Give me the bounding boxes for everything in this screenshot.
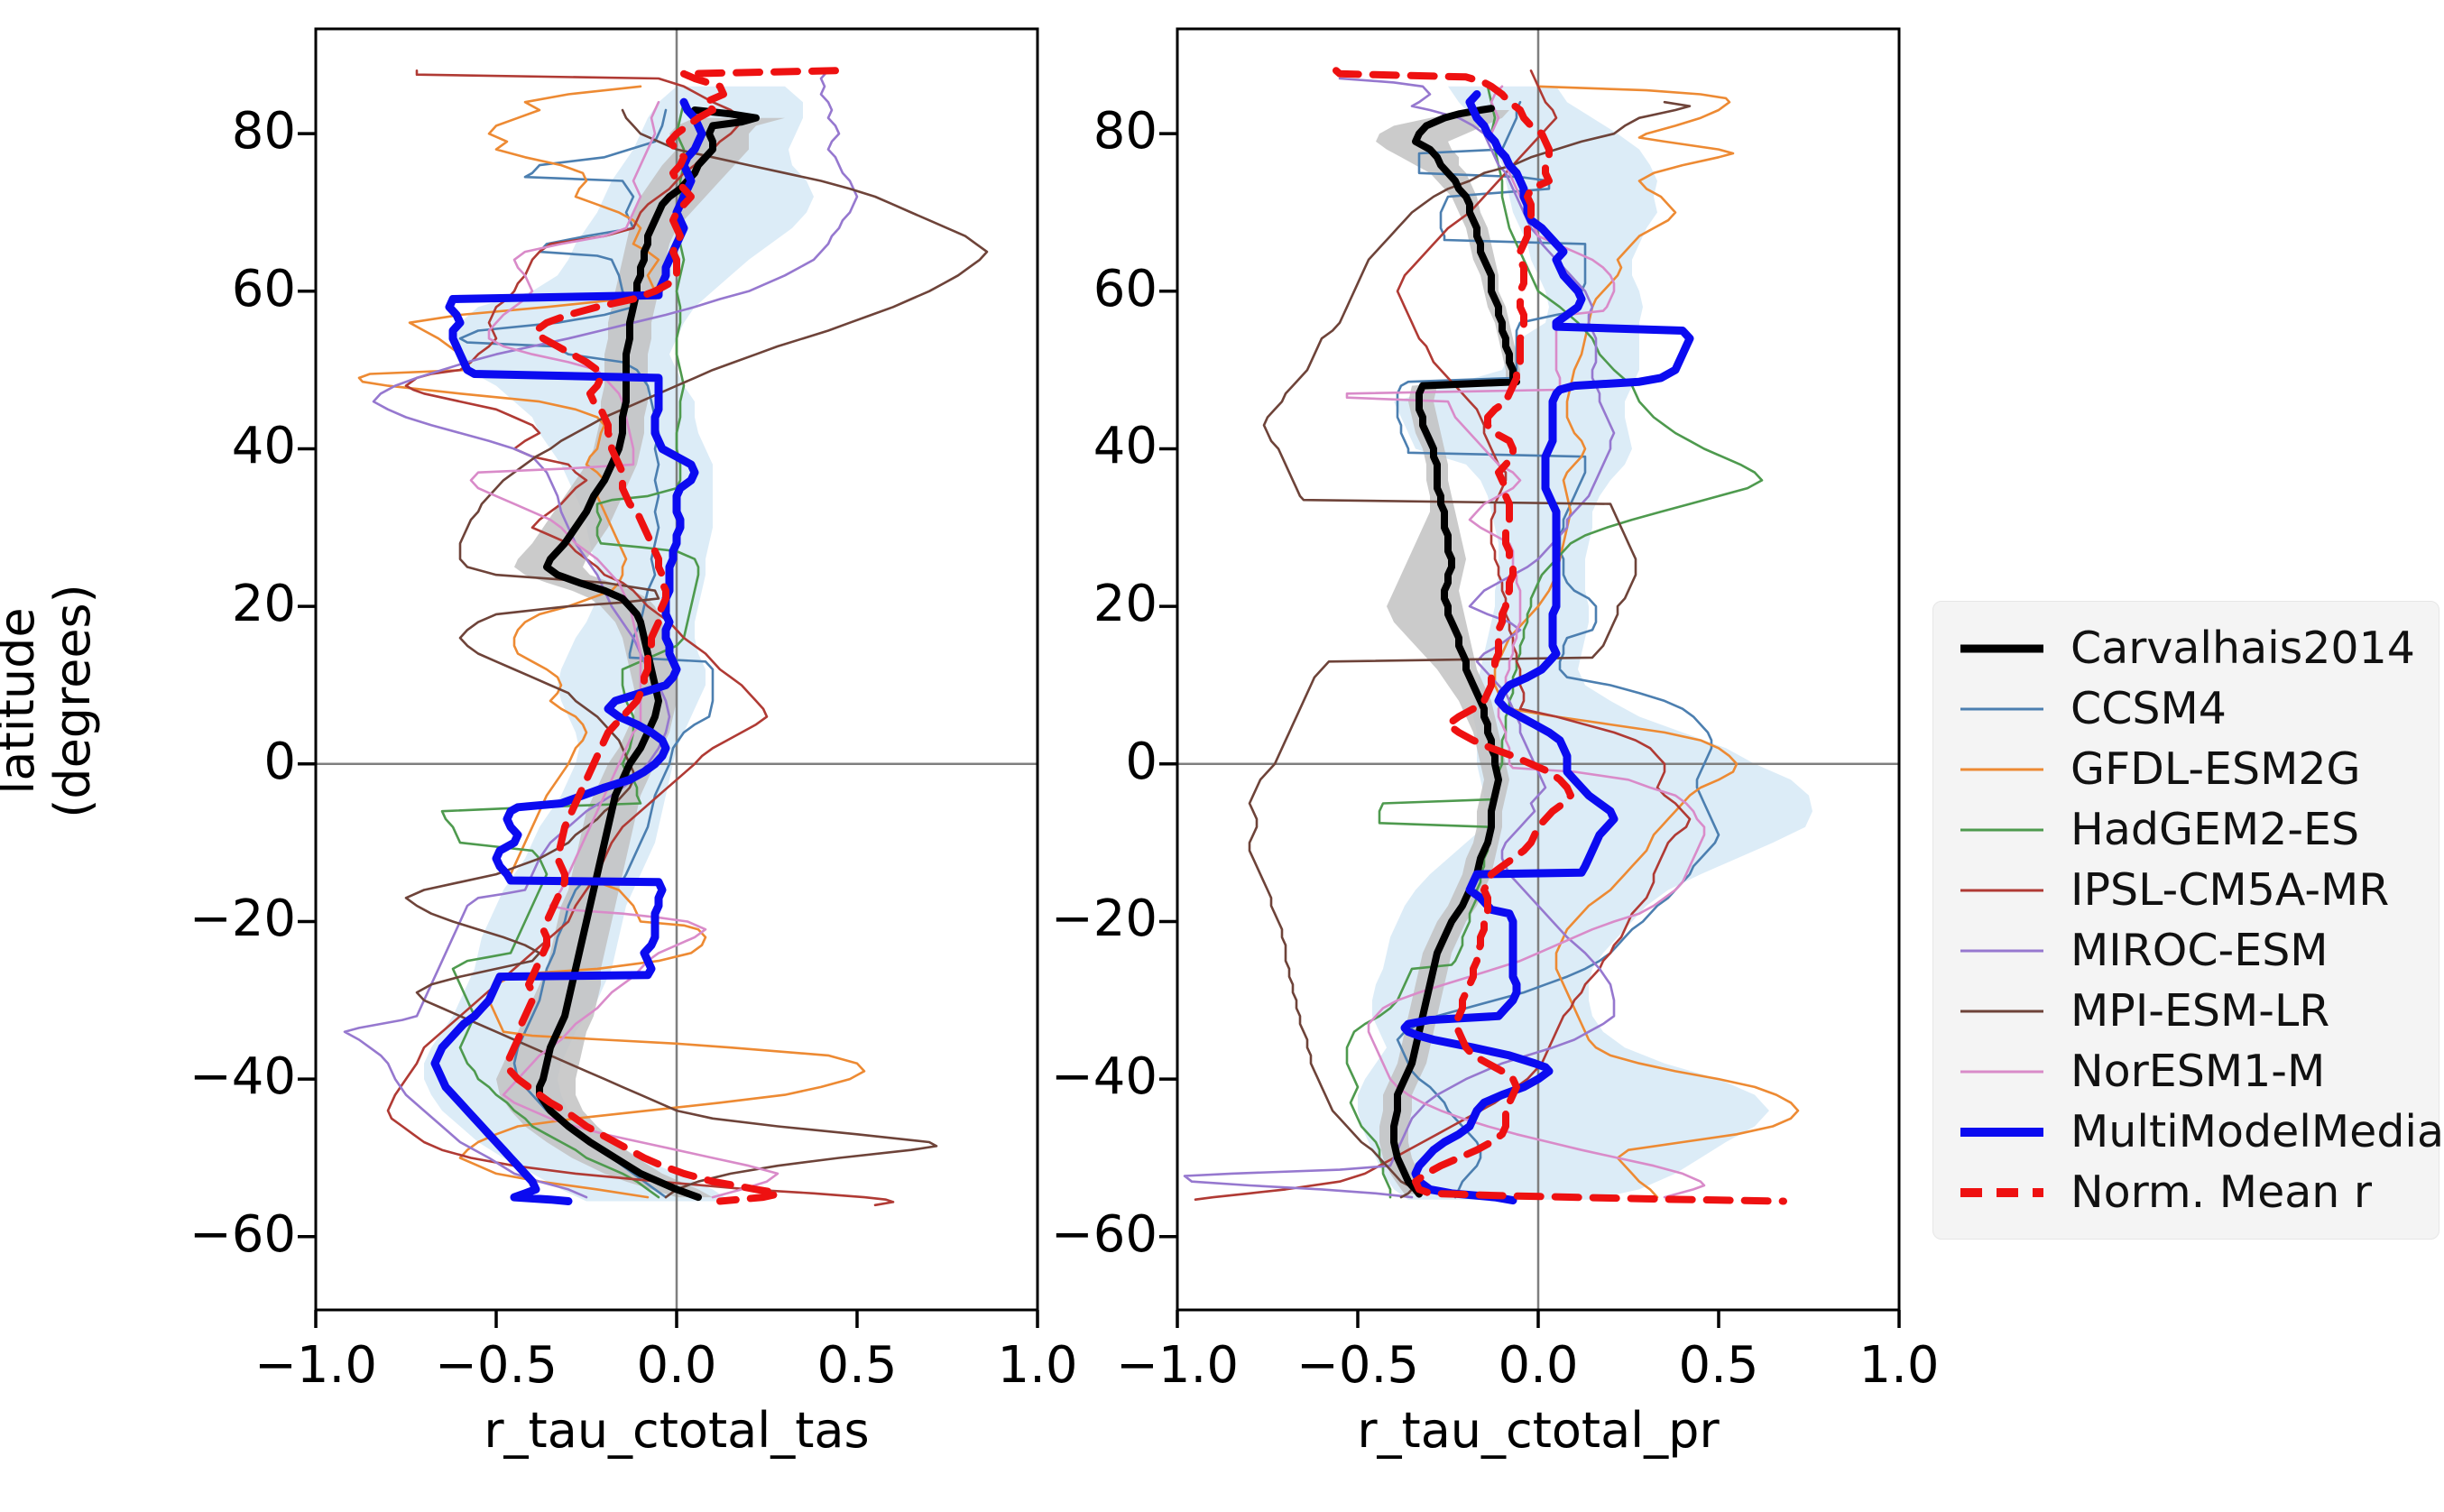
legend-item: Norm. Mean r bbox=[1960, 1162, 2439, 1222]
ytick-right-60: 60 bbox=[1093, 259, 1157, 318]
legend-swatch-line-icon bbox=[1960, 1187, 2043, 1197]
model_band-tas bbox=[424, 86, 814, 1202]
series-ccsm4-tas bbox=[458, 108, 715, 1199]
x-axis-title-tas: r_tau_ctotal_tas bbox=[484, 1402, 870, 1459]
legend-swatch-line-icon bbox=[1960, 889, 2043, 891]
xtick-pr--0.5: −0.5 bbox=[1296, 1336, 1419, 1395]
legend-item-label: CCSM4 bbox=[2070, 683, 2227, 734]
xtick-tas--1: −1.0 bbox=[254, 1336, 377, 1395]
legend-item: NorESM1-M bbox=[1960, 1041, 2439, 1102]
ytick-right-40: 40 bbox=[1093, 417, 1157, 476]
ytick-right--40: −40 bbox=[1050, 1047, 1157, 1107]
ytick-left--60: −60 bbox=[189, 1204, 296, 1264]
legend-item: IPSL-CM5A-MR bbox=[1960, 860, 2439, 920]
ytick-left-40: 40 bbox=[231, 417, 296, 476]
legend-swatch-line-icon bbox=[1960, 949, 2043, 952]
series-mpi-esm-lr-pr bbox=[1248, 100, 1692, 1199]
series-hadgem2-es-pr bbox=[1345, 85, 1764, 1199]
legend-item: MultiModelMedian bbox=[1960, 1102, 2444, 1162]
series-gfdl-esm2g-tas bbox=[357, 85, 866, 1199]
legend-item-label: MIROC-ESM bbox=[2070, 925, 2329, 976]
series-carvalhais2014-tas bbox=[536, 106, 760, 1202]
legend-item: CCSM4 bbox=[1960, 678, 2439, 739]
ytick-left--20: −20 bbox=[189, 890, 296, 949]
xtick-tas-0.5: 0.5 bbox=[816, 1336, 898, 1395]
legend-item: MIROC-ESM bbox=[1960, 920, 2439, 981]
series-miroc-esm-tas bbox=[343, 69, 859, 1199]
legend-item: Carvalhais2014 bbox=[1960, 618, 2439, 678]
xtick-tas-1: 1.0 bbox=[997, 1336, 1078, 1395]
ytick-left-0: 0 bbox=[263, 732, 296, 791]
y-axis-title: latitude (degrees) bbox=[0, 584, 101, 818]
legend-item-label: NorESM1-M bbox=[2070, 1046, 2326, 1097]
series-noresm1-m-pr bbox=[1345, 85, 1706, 1199]
legend-item-label: Carvalhais2014 bbox=[2070, 622, 2415, 674]
legend-item: HadGEM2-ES bbox=[1960, 799, 2439, 860]
legend-item-label: MPI-ESM-LR bbox=[2070, 985, 2330, 1037]
legend-item: GFDL-ESM2G bbox=[1960, 739, 2439, 799]
legend-swatch-line-icon bbox=[1960, 1070, 2043, 1073]
ytick-left-80: 80 bbox=[231, 102, 296, 161]
series-multimodelmedian-pr bbox=[1400, 90, 1694, 1205]
legend-swatch-line-icon bbox=[1960, 644, 2043, 652]
legend-swatch-line-icon bbox=[1960, 1127, 2043, 1137]
series-norm-mean-r-tas bbox=[503, 67, 839, 1205]
ytick-left--40: −40 bbox=[189, 1047, 296, 1107]
legend-item-label: IPSL-CM5A-MR bbox=[2070, 864, 2390, 916]
xtick-tas--0.5: −0.5 bbox=[435, 1336, 558, 1395]
legend-swatch-line-icon bbox=[1960, 768, 2043, 770]
legend-item-label: Norm. Mean r bbox=[2070, 1166, 2373, 1218]
ytick-right-20: 20 bbox=[1093, 575, 1157, 634]
legend-swatch-line-icon bbox=[1960, 1010, 2043, 1012]
xtick-tas-0: 0.0 bbox=[636, 1336, 717, 1395]
legend: Carvalhais2014 CCSM4 GFDL-ESM2G HadGEM2-ES I… bbox=[1932, 601, 2444, 1240]
legend-item-label: MultiModelMedian bbox=[2070, 1106, 2444, 1157]
legend-swatch-line-icon bbox=[1960, 707, 2043, 710]
xtick-pr-0: 0.0 bbox=[1498, 1336, 1579, 1395]
series-norm-mean-r-pr bbox=[1333, 67, 1787, 1205]
series-carvalhais2014-pr bbox=[1390, 105, 1520, 1198]
ytick-right-0: 0 bbox=[1125, 732, 1157, 791]
ytick-left-20: 20 bbox=[231, 575, 296, 634]
ytick-right--20: −20 bbox=[1050, 890, 1157, 949]
legend-item-label: GFDL-ESM2G bbox=[2070, 743, 2361, 795]
xtick-pr-1: 1.0 bbox=[1858, 1336, 1940, 1395]
series-ipsl-cm5a-mr-tas bbox=[386, 69, 895, 1207]
legend-item-label: HadGEM2-ES bbox=[2070, 804, 2360, 855]
ytick-right-80: 80 bbox=[1093, 102, 1157, 161]
ytick-right--60: −60 bbox=[1050, 1204, 1157, 1264]
model_band-pr bbox=[1358, 86, 1812, 1200]
xtick-pr-0.5: 0.5 bbox=[1678, 1336, 1759, 1395]
legend-item: MPI-ESM-LR bbox=[1960, 981, 2439, 1041]
series-gfdl-esm2g-pr bbox=[1493, 85, 1800, 1199]
xtick-pr--1: −1.0 bbox=[1116, 1336, 1239, 1395]
ytick-left-60: 60 bbox=[231, 259, 296, 318]
x-axis-title-pr: r_tau_ctotal_pr bbox=[1357, 1402, 1720, 1459]
legend-swatch-line-icon bbox=[1960, 828, 2043, 831]
